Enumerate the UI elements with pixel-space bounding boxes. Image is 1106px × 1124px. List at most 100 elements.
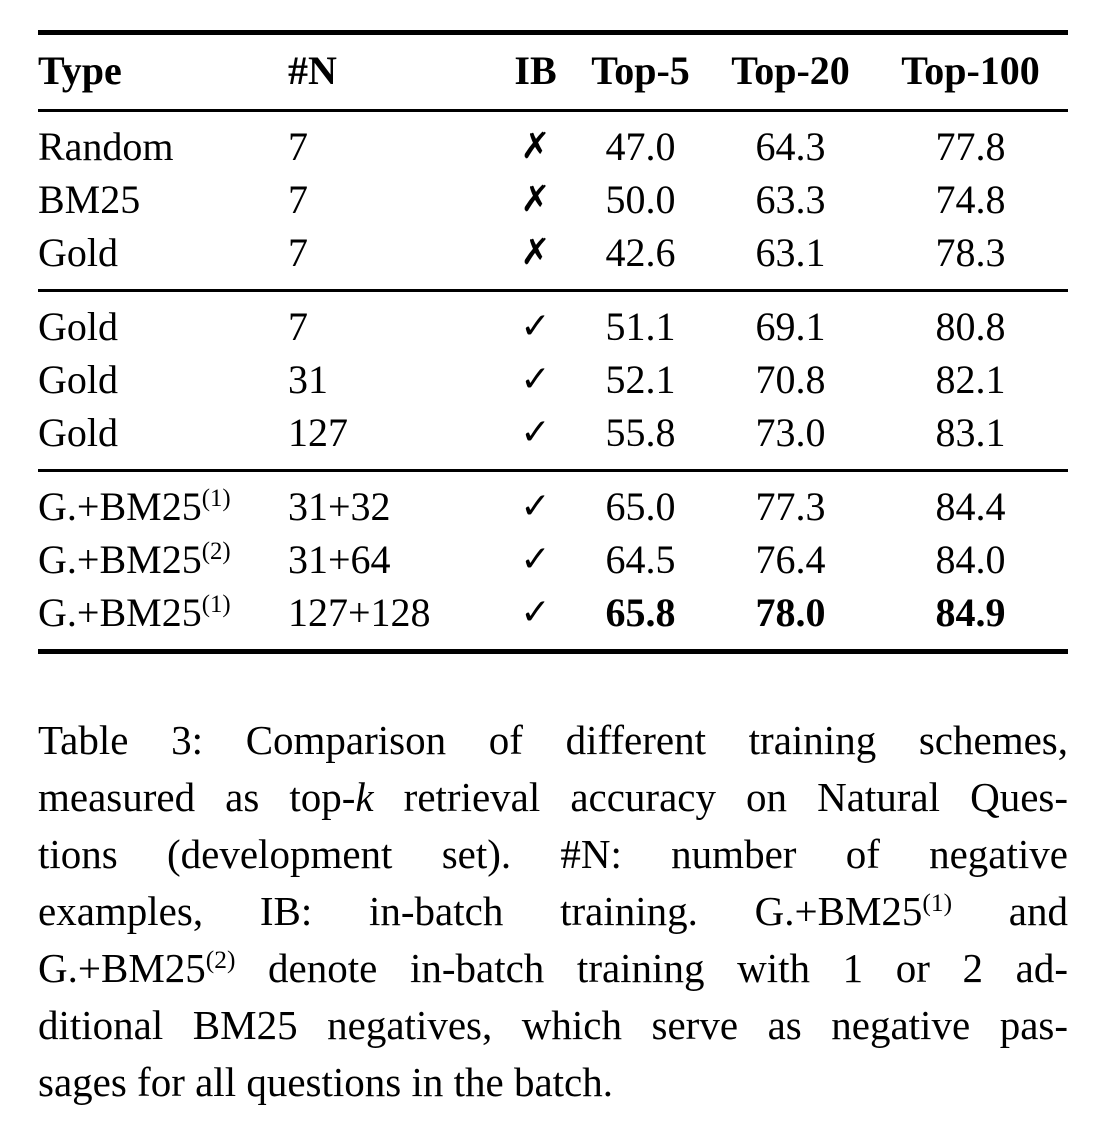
caption-text: measured as top- [38, 774, 356, 820]
caption-text: examples, IB: in-batch training. G.+BM25 [38, 888, 923, 934]
cell-n: 7 [288, 177, 308, 222]
cell-n: 7 [288, 124, 308, 169]
table-row: BM25 7 ✗ 50.0 63.3 74.8 [38, 173, 1068, 226]
cell-top5: 65.0 [605, 484, 676, 529]
table-row: Gold 31 ✓ 52.1 70.8 82.1 [38, 353, 1068, 406]
col-header-type: Type [38, 32, 288, 112]
check-mark-icon: ✓ [520, 486, 551, 527]
check-mark-icon: ✓ [520, 306, 551, 347]
cell-n: 127+128 [288, 590, 431, 635]
caption-text: G.+BM25 [38, 945, 206, 991]
cross-mark-icon: ✗ [520, 232, 551, 273]
superscript: (2) [205, 946, 236, 975]
cell-top5: 64.5 [605, 537, 676, 582]
cell-top5: 50.0 [605, 177, 676, 222]
cell-top100: 84.0 [935, 537, 1006, 582]
caption-text: and [952, 888, 1068, 934]
cell-n: 31 [288, 357, 328, 402]
cell-top100: 84.4 [935, 484, 1006, 529]
cell-top100: 83.1 [935, 410, 1006, 455]
cell-top100: 74.8 [935, 177, 1006, 222]
col-header-top20: Top-20 [708, 32, 873, 112]
table-row: Gold 7 ✗ 42.6 63.1 78.3 [38, 226, 1068, 291]
cell-n: 7 [288, 230, 308, 275]
cell-type: Gold [38, 230, 118, 275]
caption-line: Table 3: Comparison of different trainin… [38, 712, 1068, 769]
check-mark-icon: ✓ [520, 412, 551, 453]
cross-mark-icon: ✗ [520, 126, 551, 167]
cell-top5: 55.8 [605, 410, 676, 455]
cell-top20: 63.1 [755, 230, 826, 275]
table-row: G.+BM25(1) 31+32 ✓ 65.0 77.3 84.4 [38, 471, 1068, 534]
cell-type: G.+BM25(2) [38, 537, 231, 582]
check-mark-icon: ✓ [520, 592, 551, 633]
col-header-n: #N [288, 32, 498, 112]
table-caption: Table 3: Comparison of different trainin… [38, 712, 1068, 1111]
cell-top5: 42.6 [605, 230, 676, 275]
table-section-gold-ib: Gold 7 ✓ 51.1 69.1 80.8 Gold 31 ✓ 52.1 70.8 82.1 Gol… [38, 290, 1068, 471]
cell-top5: 47.0 [605, 124, 676, 169]
caption-text: tions (development set). #N: number of n… [38, 831, 1068, 877]
cell-type: Gold [38, 304, 118, 349]
cell-n: 31+64 [288, 537, 391, 582]
cell-top20: 69.1 [755, 304, 826, 349]
table-header: Type #N IB Top-5 Top-20 Top-100 [38, 32, 1068, 112]
caption-text: Table 3: Comparison of different trainin… [38, 717, 1068, 763]
cell-type: G.+BM25(1) [38, 484, 231, 529]
cell-top5: 52.1 [605, 357, 676, 402]
cell-top20: 64.3 [755, 124, 826, 169]
cell-top100: 82.1 [935, 357, 1006, 402]
table-section-no-ib: Random 7 ✗ 47.0 64.3 77.8 BM25 7 ✗ 50.0 63.3 74.8 Go… [38, 110, 1068, 291]
cell-type: G.+BM25(1) [38, 590, 231, 635]
check-mark-icon: ✓ [520, 539, 551, 580]
cell-top20: 78.0 [755, 590, 826, 635]
cell-type: BM25 [38, 177, 141, 222]
cell-top100: 78.3 [935, 230, 1006, 275]
table-row: Gold 127 ✓ 55.8 73.0 83.1 [38, 406, 1068, 471]
caption-line: G.+BM25(2) denote in-batch training with… [38, 940, 1068, 997]
cell-type: Gold [38, 357, 118, 402]
caption-line: sages for all questions in the batch. [38, 1054, 1068, 1111]
cell-top20: 70.8 [755, 357, 826, 402]
superscript: (2) [201, 538, 231, 566]
superscript: (1) [201, 591, 231, 619]
cell-top100: 80.8 [935, 304, 1006, 349]
cell-n: 31+32 [288, 484, 391, 529]
cell-top20: 76.4 [755, 537, 826, 582]
caption-text: ditional BM25 negatives, which serve as … [38, 1002, 1068, 1048]
italic-variable: k [355, 774, 374, 820]
col-header-top100: Top-100 [873, 32, 1068, 112]
table-row: Gold 7 ✓ 51.1 69.1 80.8 [38, 291, 1068, 354]
cell-top100: 77.8 [935, 124, 1006, 169]
col-header-ib: IB [498, 32, 573, 112]
caption-line: examples, IB: in-batch training. G.+BM25… [38, 883, 1068, 940]
table-section-gold-bm25-ib: G.+BM25(1) 31+32 ✓ 65.0 77.3 84.4 G.+BM25(2) 31… [38, 470, 1068, 652]
caption-line: ditional BM25 negatives, which serve as … [38, 997, 1068, 1054]
check-mark-icon: ✓ [520, 359, 551, 400]
cross-mark-icon: ✗ [520, 179, 551, 220]
col-header-top5: Top-5 [573, 32, 708, 112]
table-row: G.+BM25(1) 127+128 ✓ 65.8 78.0 84.9 [38, 586, 1068, 652]
header-row: Type #N IB Top-5 Top-20 Top-100 [38, 32, 1068, 112]
cell-type: Random [38, 124, 174, 169]
cell-n: 7 [288, 304, 308, 349]
caption-text: sages for all questions in the batch. [38, 1059, 614, 1105]
results-table: Type #N IB Top-5 Top-20 Top-100 Random 7 ✗… [38, 30, 1068, 654]
superscript: (1) [201, 485, 231, 513]
cell-top100: 84.9 [935, 590, 1006, 635]
caption-line: tions (development set). #N: number of n… [38, 826, 1068, 883]
table-row: Random 7 ✗ 47.0 64.3 77.8 [38, 111, 1068, 174]
caption-text: retrieval accuracy on Natural Ques- [373, 774, 1068, 820]
cell-top20: 63.3 [755, 177, 826, 222]
cell-top5: 65.8 [605, 590, 676, 635]
cell-n: 127 [288, 410, 348, 455]
superscript: (1) [922, 889, 953, 918]
cell-type: Gold [38, 410, 118, 455]
caption-text: denote in-batch training with 1 or 2 ad- [235, 945, 1068, 991]
caption-line: measured as top-k retrieval accuracy on … [38, 769, 1068, 826]
paper-table-figure: Type #N IB Top-5 Top-20 Top-100 Random 7 ✗… [38, 30, 1068, 1111]
cell-top5: 51.1 [605, 304, 676, 349]
cell-top20: 77.3 [755, 484, 826, 529]
table-row: G.+BM25(2) 31+64 ✓ 64.5 76.4 84.0 [38, 533, 1068, 586]
cell-top20: 73.0 [755, 410, 826, 455]
